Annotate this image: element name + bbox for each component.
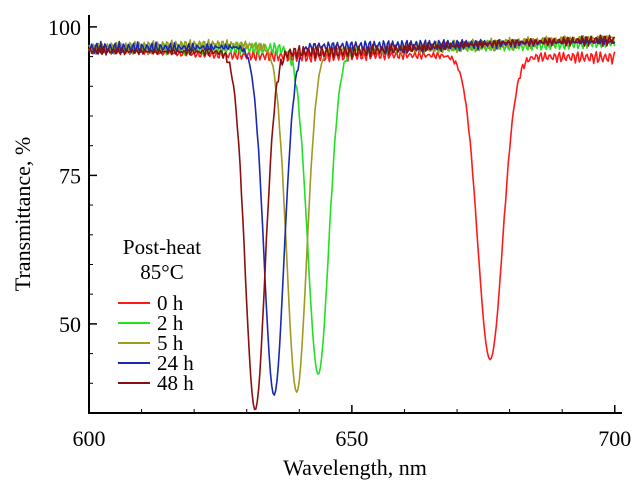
x-tick-label-700: 700 — [598, 426, 631, 451]
legend: Post-heat 85°C 0 h2 h5 h24 h48 h — [118, 235, 201, 395]
x-tick-label-650: 650 — [335, 426, 368, 451]
y-tick-label-75: 75 — [59, 163, 81, 188]
y-axis-title: Transmittance, % — [10, 137, 35, 291]
series-line-0-h — [88, 45, 616, 361]
legend-label-0-h: 0 h — [157, 291, 184, 315]
legend-label-24-h: 24 h — [157, 351, 194, 375]
legend-label-5-h: 5 h — [157, 331, 184, 355]
legend-items: 0 h2 h5 h24 h48 h — [118, 291, 194, 395]
legend-title-line1: Post-heat — [123, 235, 201, 259]
x-tick-label-600: 600 — [73, 426, 106, 451]
y-tick-label-50: 50 — [59, 312, 81, 337]
x-axis-title: Wavelength, nm — [283, 455, 427, 480]
series-line-48-h — [88, 34, 616, 411]
ticks: 600 650 700 50 75 100 — [48, 15, 631, 451]
legend-label-48-h: 48 h — [157, 371, 194, 395]
series-layer — [88, 34, 616, 411]
axes — [88, 15, 622, 414]
y-tick-label-100: 100 — [48, 15, 81, 40]
legend-title-line2: 85°C — [140, 260, 183, 284]
legend-label-2-h: 2 h — [157, 311, 184, 335]
